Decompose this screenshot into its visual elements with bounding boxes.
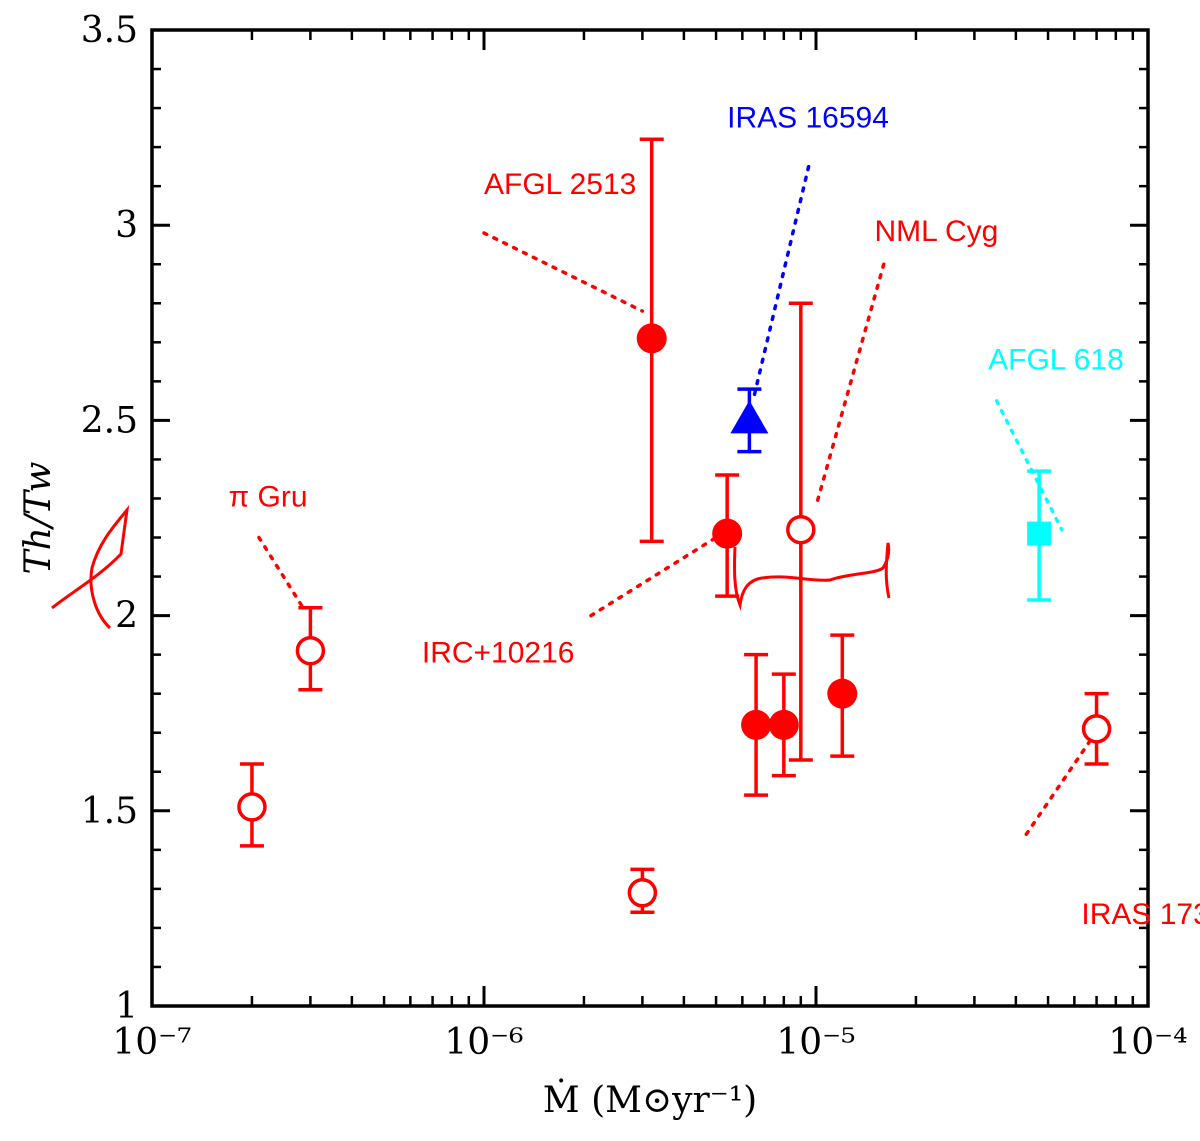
y-axis-title: Th/Tw — [18, 461, 59, 574]
annotation-leader-line — [589, 535, 718, 618]
annotation-labels: AFGL 2513 IRAS 16594 NML Cyg AFGL 618 π Gru I… — [229, 102, 1200, 931]
data-point — [768, 672, 799, 778]
marker-open-circle — [237, 792, 267, 822]
marker-filled-square — [1027, 521, 1052, 546]
annotation-lines — [257, 164, 1093, 836]
scribble-marks — [51, 505, 891, 630]
marker-filled-circle — [636, 323, 667, 354]
data-point — [627, 867, 658, 915]
data-point — [1081, 691, 1112, 766]
axis-ticks — [150, 28, 1150, 1008]
data-point — [730, 387, 769, 454]
marker-filled-circle — [768, 709, 799, 740]
marker-filled-circle — [827, 678, 858, 709]
data-point — [741, 652, 772, 797]
marker-open-circle — [786, 514, 816, 545]
annotation-label: π Gru — [229, 480, 308, 513]
annotation-leader-line — [814, 262, 886, 509]
x-tick-label: 10⁻⁷ — [112, 1022, 191, 1063]
annotation-label: IRC+10216 — [422, 636, 575, 669]
marker-filled-triangle — [730, 400, 769, 434]
data-point — [827, 633, 858, 758]
scribble-right — [733, 542, 891, 611]
marker-open-circle — [1081, 714, 1112, 744]
annotation-label: IRAS 16594 — [727, 102, 889, 135]
annotation-label: AFGL 618 — [988, 344, 1124, 377]
y-tick-label: 3.5 — [81, 10, 138, 51]
annotation-leader-line — [994, 399, 1064, 532]
y-tick-label: 1.5 — [81, 791, 138, 832]
annotation-label: NML Cyg — [874, 215, 998, 248]
annotation-label: AFGL 2513 — [484, 168, 636, 201]
marker-filled-circle — [712, 518, 743, 549]
data-point — [712, 473, 743, 598]
y-tick-label: 2 — [115, 596, 138, 637]
y-tick-label: 2.5 — [81, 400, 138, 441]
data-point — [237, 762, 267, 848]
marker-filled-circle — [741, 709, 772, 740]
marker-open-circle — [295, 635, 326, 666]
annotation-leader-line — [752, 164, 811, 399]
marker-open-circle — [627, 878, 658, 908]
y-tick-label: 3 — [115, 205, 138, 246]
annotation-leader-line — [1024, 738, 1093, 836]
x-tick-label: 10⁻⁶ — [444, 1022, 523, 1063]
data-point — [636, 137, 667, 544]
y-tick-label: 1 — [115, 986, 138, 1027]
annotation-leader-line — [257, 535, 308, 614]
x-axis-title: Ṁ (M⊙yr⁻¹) — [543, 1079, 757, 1121]
data-point — [1027, 469, 1052, 602]
scribble-left — [51, 505, 130, 630]
tick-labels: 1 1.5 2 2.5 3 3.5 10⁻⁷ 10⁻⁶ 10⁻⁵ 10⁻⁴ — [81, 10, 1188, 1063]
x-tick-label: 10⁻⁴ — [1108, 1022, 1187, 1063]
data-point — [786, 301, 816, 762]
x-tick-label: 10⁻⁵ — [776, 1022, 855, 1063]
annotation-label: IRAS 17347 — [1081, 898, 1200, 931]
plot-frame — [150, 28, 1150, 1008]
data-points — [237, 137, 1112, 915]
annotation-leader-line — [482, 231, 645, 313]
data-point — [295, 606, 326, 692]
